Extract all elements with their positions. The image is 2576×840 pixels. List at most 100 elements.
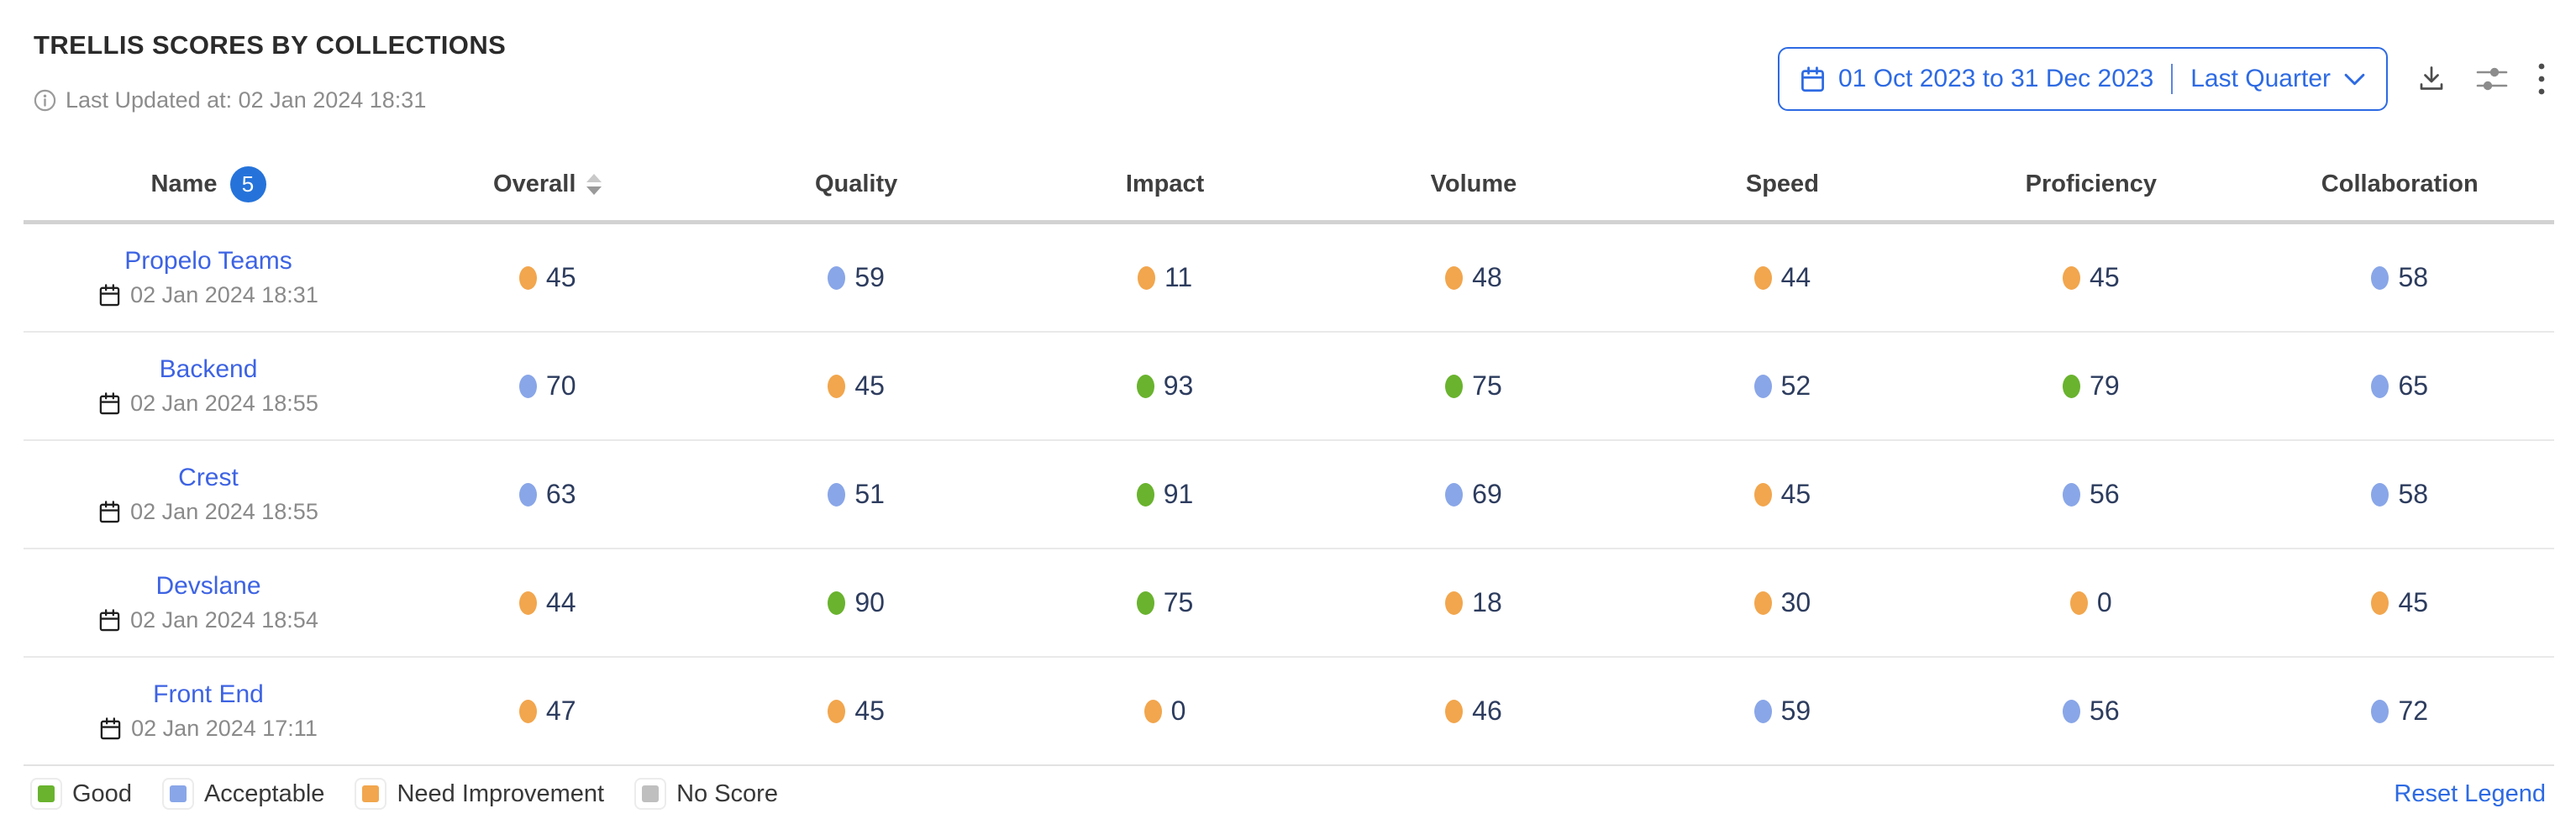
score-value: 58 bbox=[2398, 479, 2429, 509]
collection-link[interactable]: Devslane bbox=[155, 572, 261, 600]
score-cell: 56 bbox=[1937, 479, 2245, 510]
score-status-dot bbox=[1445, 591, 1464, 615]
score-cell: 79 bbox=[1937, 370, 2245, 402]
column-header-impact: Impact bbox=[1011, 171, 1319, 198]
score-status-dot bbox=[518, 591, 537, 615]
score-value: 75 bbox=[1163, 587, 1194, 617]
score-value: 52 bbox=[1780, 370, 1811, 401]
legend-item-good[interactable]: Good bbox=[30, 778, 132, 810]
legend-label: No Score bbox=[676, 780, 778, 807]
column-header-label: Volume bbox=[1430, 170, 1517, 197]
score-cell: 65 bbox=[2246, 370, 2554, 402]
score-status-dot bbox=[2063, 699, 2081, 723]
row-updated-text: 02 Jan 2024 18:55 bbox=[130, 391, 318, 416]
collection-link[interactable]: Propelo Teams bbox=[124, 247, 292, 275]
score-status-dot bbox=[1136, 482, 1154, 507]
download-button[interactable] bbox=[2416, 64, 2447, 94]
score-status-dot bbox=[828, 374, 846, 398]
legend-checkbox[interactable] bbox=[161, 778, 194, 810]
score-status-dot bbox=[2371, 482, 2389, 507]
sort-icon[interactable] bbox=[586, 173, 602, 195]
score-value: 0 bbox=[2096, 587, 2112, 617]
widget-settings-button[interactable] bbox=[2475, 64, 2509, 94]
column-header-label: Quality bbox=[814, 170, 898, 197]
score-cell: 70 bbox=[393, 370, 702, 402]
score-status-dot bbox=[1753, 591, 1772, 615]
column-header-collaboration: Collaboration bbox=[2246, 171, 2554, 198]
score-value: 45 bbox=[2090, 262, 2120, 292]
column-header-label: Overall bbox=[493, 170, 576, 197]
score-status-dot bbox=[518, 265, 537, 290]
column-header-overall[interactable]: Overall bbox=[393, 171, 702, 198]
score-status-dot bbox=[1137, 265, 1155, 290]
legend-label: Acceptable bbox=[203, 780, 325, 807]
date-preset-text[interactable]: Last Quarter bbox=[2190, 65, 2331, 92]
legend-item-no-score[interactable]: No Score bbox=[634, 778, 778, 810]
score-cell: 75 bbox=[1011, 587, 1319, 618]
collection-link[interactable]: Backend bbox=[159, 355, 258, 383]
score-cell: 93 bbox=[1011, 370, 1319, 402]
row-updated-text: 02 Jan 2024 17:11 bbox=[131, 716, 318, 741]
score-status-dot bbox=[2063, 374, 2081, 398]
collection-link[interactable]: Crest bbox=[178, 464, 239, 491]
score-value: 45 bbox=[854, 696, 885, 726]
score-value: 90 bbox=[854, 587, 885, 617]
score-cell: 11 bbox=[1011, 262, 1319, 293]
score-status-dot bbox=[518, 699, 537, 723]
table-row: Propelo Teams 02 Jan 2024 18:31 45 59 11 48… bbox=[24, 224, 2554, 333]
collection-name-cell: Backend 02 Jan 2024 18:55 bbox=[24, 355, 393, 417]
collection-link[interactable]: Front End bbox=[153, 680, 264, 708]
score-value: 91 bbox=[1163, 479, 1194, 509]
collection-name-cell: Propelo Teams 02 Jan 2024 18:31 bbox=[24, 247, 393, 308]
score-cell: 48 bbox=[1319, 262, 1627, 293]
score-value: 45 bbox=[545, 262, 576, 292]
legend-checkbox[interactable] bbox=[30, 778, 62, 810]
score-cell: 45 bbox=[393, 262, 702, 293]
row-updated-text: 02 Jan 2024 18:54 bbox=[130, 607, 318, 633]
kebab-menu-button[interactable] bbox=[2537, 61, 2546, 97]
score-value: 59 bbox=[854, 262, 885, 292]
score-cell: 0 bbox=[1011, 696, 1319, 727]
score-status-dot bbox=[828, 699, 846, 723]
legend-checkbox[interactable] bbox=[355, 778, 387, 810]
score-value: 11 bbox=[1164, 262, 1193, 292]
score-cell: 58 bbox=[2246, 479, 2554, 510]
score-cell: 0 bbox=[1937, 587, 2245, 618]
legend-item-need-improvement[interactable]: Need Improvement bbox=[355, 778, 604, 810]
column-header-label: Proficiency bbox=[2025, 170, 2157, 197]
info-icon[interactable] bbox=[34, 89, 56, 112]
score-value: 58 bbox=[2398, 262, 2429, 292]
score-value: 47 bbox=[545, 696, 576, 726]
toolbar: 01 Oct 2023 to 31 Dec 2023 Last Quarter bbox=[1777, 47, 2546, 111]
score-status-dot bbox=[2063, 482, 2081, 507]
score-cell: 52 bbox=[1628, 370, 1937, 402]
date-range-picker[interactable]: 01 Oct 2023 to 31 Dec 2023 Last Quarter bbox=[1777, 47, 2388, 111]
table-row: Backend 02 Jan 2024 18:55 70 45 93 75 52 79 65 bbox=[24, 333, 2554, 441]
score-status-dot bbox=[1445, 482, 1464, 507]
score-status-dot bbox=[2371, 699, 2389, 723]
legend-item-acceptable[interactable]: Acceptable bbox=[161, 778, 325, 810]
score-cell: 45 bbox=[702, 370, 1010, 402]
score-cell: 44 bbox=[1628, 262, 1937, 293]
calendar-icon bbox=[99, 609, 120, 632]
calendar-icon bbox=[99, 284, 120, 307]
score-cell: 45 bbox=[2246, 587, 2554, 618]
collection-name-cell: Front End 02 Jan 2024 17:11 bbox=[24, 680, 393, 742]
score-status-dot bbox=[2069, 591, 2088, 615]
score-status-dot bbox=[828, 265, 846, 290]
reset-legend-link[interactable]: Reset Legend bbox=[2394, 780, 2546, 807]
date-separator bbox=[2171, 64, 2174, 94]
legend-checkbox[interactable] bbox=[634, 778, 667, 810]
calendar-icon bbox=[100, 717, 121, 740]
table-row: Devslane 02 Jan 2024 18:54 44 90 75 18 30 0 45 bbox=[24, 549, 2554, 658]
score-cell: 58 bbox=[2246, 262, 2554, 293]
score-cell: 30 bbox=[1628, 587, 1937, 618]
score-status-dot bbox=[1753, 265, 1772, 290]
score-cell: 75 bbox=[1319, 370, 1627, 402]
download-icon bbox=[2420, 66, 2443, 90]
score-value: 63 bbox=[545, 479, 576, 509]
row-updated-line: 02 Jan 2024 18:55 bbox=[98, 391, 318, 417]
legend-swatch bbox=[642, 785, 660, 802]
page-title: TRELLIS SCORES BY COLLECTIONS bbox=[34, 30, 507, 60]
table-body: Propelo Teams 02 Jan 2024 18:31 45 59 11 48… bbox=[24, 224, 2554, 766]
